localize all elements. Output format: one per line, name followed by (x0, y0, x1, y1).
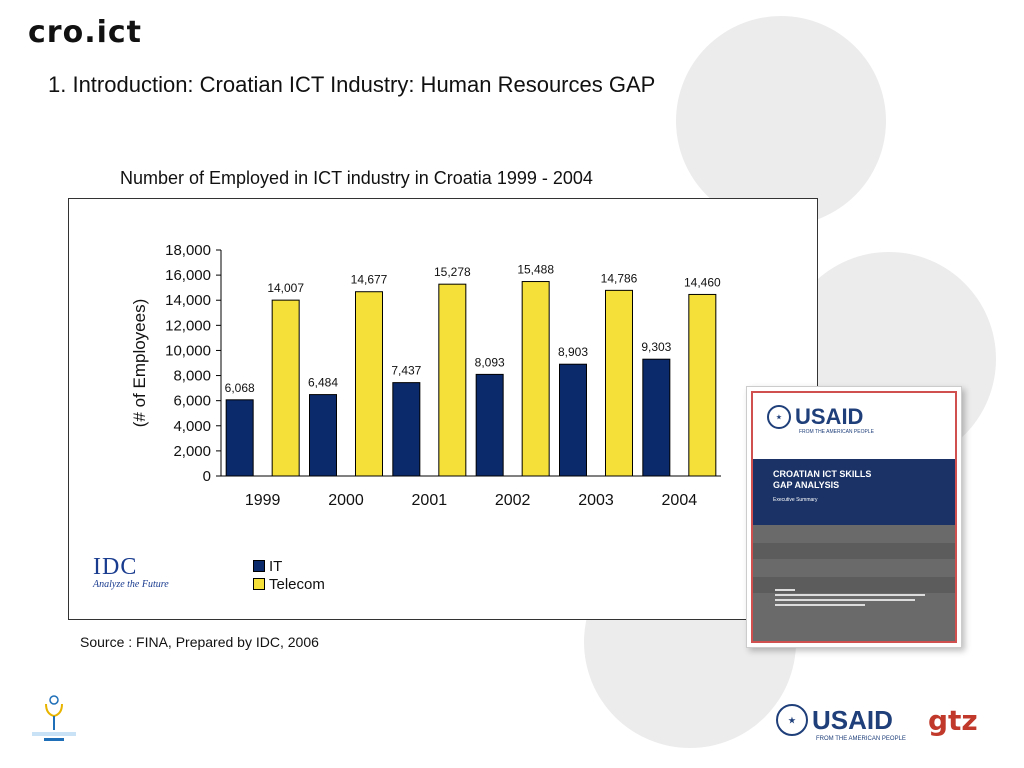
report-fine-print (775, 589, 935, 606)
report-gray-band (753, 525, 955, 641)
data-label-telecom-2001: 15,278 (434, 265, 471, 279)
data-label-telecom-1999: 14,007 (267, 281, 304, 295)
bottom-left-logo-graphic (32, 695, 76, 741)
y-tick-label: 2,000 (173, 443, 211, 460)
bar-it-2001 (392, 382, 421, 477)
data-label-it-2003: 8,903 (558, 345, 588, 359)
chart-frame: 0 2,000 4,000 6,000 8,000 10,000 12,000 14,000 1… (68, 198, 818, 620)
bar-telecom-2003 (605, 289, 633, 477)
footer-usaid-word: USAID (812, 705, 893, 735)
cro-ict-logo-text: cro.ict (28, 15, 142, 50)
footer-usaid-seal-icon: ★ (776, 704, 808, 736)
bar-telecom-2000 (355, 291, 383, 477)
slide-title: 1. Introduction: Croatian ICT Industry: … (48, 72, 656, 97)
bar-it-1999 (225, 399, 254, 477)
legend-swatch-it (253, 560, 265, 572)
usaid-seal-icon: ★ (767, 405, 791, 429)
x-tick-label: 2004 (662, 492, 698, 509)
report-cover-page: ★ USAID FROM THE AMERICAN PEOPLE CROATIA… (751, 391, 957, 643)
data-label-telecom-2002: 15,488 (517, 263, 554, 277)
bar-telecom-2004 (688, 293, 717, 477)
legend-swatch-telecom (253, 578, 265, 590)
x-tick-label: 2001 (412, 492, 448, 509)
report-usaid-sub: FROM THE AMERICAN PEOPLE (799, 429, 874, 435)
idc-logo-mark: IDC (93, 554, 138, 580)
legend-label-it: IT (269, 557, 283, 575)
report-gray-stripe (753, 543, 955, 559)
y-tick-label: 8,000 (173, 368, 211, 385)
data-label-it-2004: 9,303 (641, 340, 671, 354)
bar-chart: 0 2,000 4,000 6,000 8,000 10,000 12,000 14,000 1… (130, 242, 721, 509)
data-label-telecom-2000: 14,677 (351, 273, 388, 287)
x-tick-label: 2000 (328, 492, 364, 509)
x-tick-label: 1999 (245, 492, 281, 509)
idc-logo-tagline: Analyze the Future (93, 579, 169, 590)
footer-usaid-sub: FROM THE AMERICAN PEOPLE (816, 736, 906, 742)
bar-telecom-1999 (271, 299, 300, 477)
footer-usaid-logo: ★ USAID FROM THE AMERICAN PEOPLE (776, 704, 906, 742)
y-tick-label: 16,000 (165, 267, 211, 284)
x-tick-label: 2003 (578, 492, 614, 509)
report-title: CROATIAN ICT SKILLS GAP ANALYSIS (773, 469, 872, 490)
legend-label-telecom: Telecom (269, 575, 325, 593)
y-tick-label: 12,000 (165, 317, 211, 334)
data-label-it-2000: 6,484 (308, 376, 338, 390)
data-label-telecom-2003: 14,786 (601, 271, 638, 285)
gtz-logo: gtz (928, 704, 978, 737)
bar-telecom-2002 (521, 281, 550, 477)
source-note: Source : FINA, Prepared by IDC, 2006 (80, 634, 319, 650)
report-title-band: CROATIAN ICT SKILLS GAP ANALYSIS Executi… (753, 459, 955, 525)
bar-it-2002 (475, 373, 504, 477)
y-tick-label: 0 (203, 468, 211, 485)
idc-logo: IDC Analyze the Future (93, 555, 173, 590)
data-label-it-1999: 6,068 (225, 381, 255, 395)
data-label-it-2002: 8,093 (475, 355, 505, 369)
bar-telecom-2001 (438, 283, 467, 477)
data-label-it-2001: 7,437 (391, 364, 421, 378)
bar-it-2003 (559, 363, 587, 477)
decorative-circle-top (676, 16, 886, 226)
report-subtitle: Executive Summary (773, 497, 818, 503)
y-tick-label: 6,000 (173, 393, 211, 410)
y-tick-label: 18,000 (165, 242, 211, 259)
cro-ict-logo: cro.ict (28, 18, 168, 62)
chart-caption: Number of Employed in ICT industry in Cr… (120, 168, 593, 188)
chart-legend: IT Telecom (253, 557, 325, 593)
bar-it-2000 (309, 394, 337, 477)
y-tick-label: 10,000 (165, 342, 211, 359)
bar-it-2004 (642, 358, 671, 477)
data-label-telecom-2004: 14,460 (684, 275, 721, 289)
x-tick-label: 2002 (495, 492, 531, 509)
report-usaid-logo: ★ USAID FROM THE AMERICAN PEOPLE (767, 405, 874, 435)
report-gray-stripe (753, 577, 955, 593)
y-tick-label: 14,000 (165, 292, 211, 309)
y-axis-label: (# of Employees) (130, 299, 149, 428)
legend-item-it: IT (253, 557, 325, 575)
report-usaid-word: USAID (795, 404, 864, 429)
y-tick-label: 4,000 (173, 418, 211, 435)
report-cover-image: ★ USAID FROM THE AMERICAN PEOPLE CROATIA… (746, 386, 962, 648)
legend-item-telecom: Telecom (253, 575, 325, 593)
bottom-left-logo (28, 690, 80, 742)
